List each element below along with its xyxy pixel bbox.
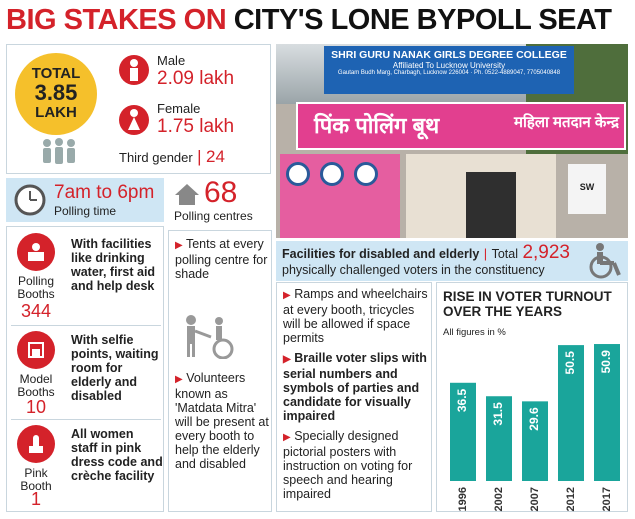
- total-value: 3.85: [34, 80, 78, 105]
- crowd-icon: [43, 138, 75, 164]
- booth-desc: All women staff in pink dress code and c…: [71, 427, 163, 483]
- list-item: ▶ Tents at every polling centre for shad…: [175, 237, 270, 281]
- list-item-text: Volunteers known as 'Matdata Mitra' will…: [175, 371, 269, 471]
- turnout-bar-chart: 36.5 1996 31.5 2002 29.6 2007 50.5 2012 50.9 2017: [450, 344, 620, 511]
- disabled-title: Facilities for disabled and elderly: [282, 247, 480, 261]
- disabled-total-value: 2,923: [522, 242, 570, 263]
- pink-booth-icon: [17, 425, 55, 463]
- polling-centres-value: 68: [204, 176, 238, 209]
- triangle-bullet-icon: ▶: [175, 374, 183, 385]
- disabled-subtitle: physically challenged voters in the cons…: [282, 263, 545, 277]
- volunteer-panel: ▶ Tents at every polling centre for shad…: [168, 230, 272, 512]
- house-icon: [175, 184, 199, 205]
- disabled-total-label: Total: [491, 247, 518, 261]
- turnout-chart-panel: RISE IN VOTER TURNOUT OVER THE YEARS All…: [436, 282, 628, 512]
- booth-label: Polling Booths: [17, 274, 55, 301]
- polling-booth-icon: [17, 233, 55, 271]
- pink-banner: पिंक पोलिंग बूथ महिला मतदान केन्द्र: [296, 102, 626, 150]
- model-booth-icon: [17, 331, 55, 369]
- clock-icon: [14, 184, 46, 216]
- third-gender-value: 24: [206, 147, 225, 166]
- college-address: Gautam Budh Marg, Charbagh, Lucknow 2260…: [337, 70, 561, 76]
- booth-label: Pink Booth: [20, 466, 52, 493]
- chart-bar: [594, 344, 620, 481]
- total-circle: TOTAL 3.85 LAKH: [15, 53, 97, 135]
- college-affiliation: Affiliated To Lucknow University: [392, 61, 506, 70]
- total-unit: LAKH: [35, 104, 77, 121]
- notice-text: SW: [579, 182, 595, 192]
- female-icon: [119, 105, 149, 135]
- chart-data-label: 29.6: [527, 407, 541, 431]
- photo-posters: [280, 154, 400, 238]
- booth-count: 344: [20, 301, 52, 321]
- chart-data-label: 50.9: [599, 350, 613, 374]
- triangle-bullet-icon: ▶: [175, 240, 183, 251]
- third-gender-sep: |: [197, 147, 202, 166]
- photo-notice: SW: [568, 164, 606, 214]
- volunteer-wheelchair-icon: [186, 315, 234, 359]
- polling-centres-panel: 68 Polling centres: [168, 176, 272, 226]
- female-label: Female: [157, 101, 201, 116]
- headline-part2: CITY'S LONE BYPOLL SEAT: [233, 4, 612, 36]
- list-item-text: Braille voter slips with serial numbers …: [283, 351, 427, 423]
- chart-tick-label: 2012: [565, 487, 577, 511]
- male-value: 2.09 lakh: [157, 68, 235, 89]
- disabled-header: Facilities for disabled and elderly | To…: [276, 241, 628, 281]
- total-label: TOTAL: [31, 65, 81, 82]
- list-item-text: Ramps and wheelchairs at every booth, tr…: [283, 287, 428, 345]
- chart-bar: [558, 345, 584, 481]
- booth-count: 10: [25, 397, 47, 417]
- college-name: SHRI GURU NANAK GIRLS DEGREE COLLEGE: [331, 49, 567, 61]
- headline: BIG STAKES ON CITY'S LONE BYPOLL SEAT: [6, 4, 612, 37]
- voter-stats-panel: TOTAL 3.85 LAKH Male 2.09 lakh Female 1.…: [6, 44, 271, 174]
- chart-title: RISE IN VOTER TURNOUT OVER THE YEARS: [443, 289, 612, 319]
- college-signboard: SHRI GURU NANAK GIRLS DEGREE COLLEGE Aff…: [324, 46, 574, 94]
- headline-part1: BIG STAKES ON: [6, 4, 234, 36]
- chart-tick-label: 2002: [493, 487, 505, 511]
- triangle-bullet-icon: ▶: [283, 354, 291, 365]
- polling-time-label: Polling time: [54, 204, 117, 218]
- booth-row: Polling Booths 344 With facilities like …: [7, 227, 165, 324]
- polling-time-panel: 7am to 6pm Polling time: [6, 178, 164, 222]
- chart-tick-label: 2007: [529, 487, 541, 511]
- booths-panel: Polling Booths 344 With facilities like …: [6, 226, 164, 512]
- male-label: Male: [157, 53, 186, 68]
- list-item: ▶ Volunteers known as 'Matdata Mitra' wi…: [175, 371, 270, 471]
- list-item-text: Tents at every polling centre for shade: [175, 237, 268, 281]
- male-icon: [119, 55, 149, 85]
- booth-desc: With facilities like drinking water, fir…: [71, 237, 156, 293]
- wheelchair-icon: [589, 243, 621, 279]
- female-value: 1.75 lakh: [157, 116, 235, 137]
- chart-bar: [450, 382, 476, 481]
- chart-tick-label: 1996: [457, 487, 469, 511]
- polling-centres-label: Polling centres: [174, 209, 253, 223]
- triangle-bullet-icon: ▶: [283, 290, 291, 301]
- booth-row: Model Booths 10 With selfie points, wait…: [7, 327, 165, 417]
- booth-desc: With selfie points, waiting room for eld…: [71, 333, 159, 403]
- booth-label: Model Booths: [17, 372, 55, 399]
- list-item: ▶ Braille voter slips with serial number…: [283, 351, 431, 423]
- chart-bar: [486, 396, 512, 481]
- list-item: ▶ Specially designed pictorial posters w…: [283, 429, 431, 501]
- chart-data-label: 50.5: [563, 351, 577, 375]
- chart-data-label: 31.5: [491, 402, 505, 426]
- chart-note: All figures in %: [443, 327, 506, 338]
- polling-time-value: 7am to 6pm: [54, 182, 155, 203]
- chart-data-label: 36.5: [455, 388, 469, 412]
- banner-hindi-right: महिला मतदान केन्द्र: [514, 114, 620, 131]
- booth-photo: SHRI GURU NANAK GIRLS DEGREE COLLEGE Aff…: [276, 44, 628, 238]
- chart-bar: [522, 401, 548, 481]
- booth-count: 1: [30, 489, 41, 509]
- chart-tick-label: 2017: [601, 487, 613, 511]
- booth-row: Pink Booth 1 All women staff in pink dre…: [7, 421, 165, 511]
- third-gender-label: Third gender: [119, 150, 193, 165]
- list-item: ▶ Ramps and wheelchairs at every booth, …: [283, 287, 431, 345]
- disabled-list-panel: ▶ Ramps and wheelchairs at every booth, …: [276, 282, 432, 512]
- disabled-sep: |: [483, 246, 488, 261]
- banner-hindi-left: पिंक पोलिंग बूथ: [314, 113, 440, 138]
- list-item-text: Specially designed pictorial posters wit…: [283, 429, 413, 501]
- triangle-bullet-icon: ▶: [283, 432, 291, 443]
